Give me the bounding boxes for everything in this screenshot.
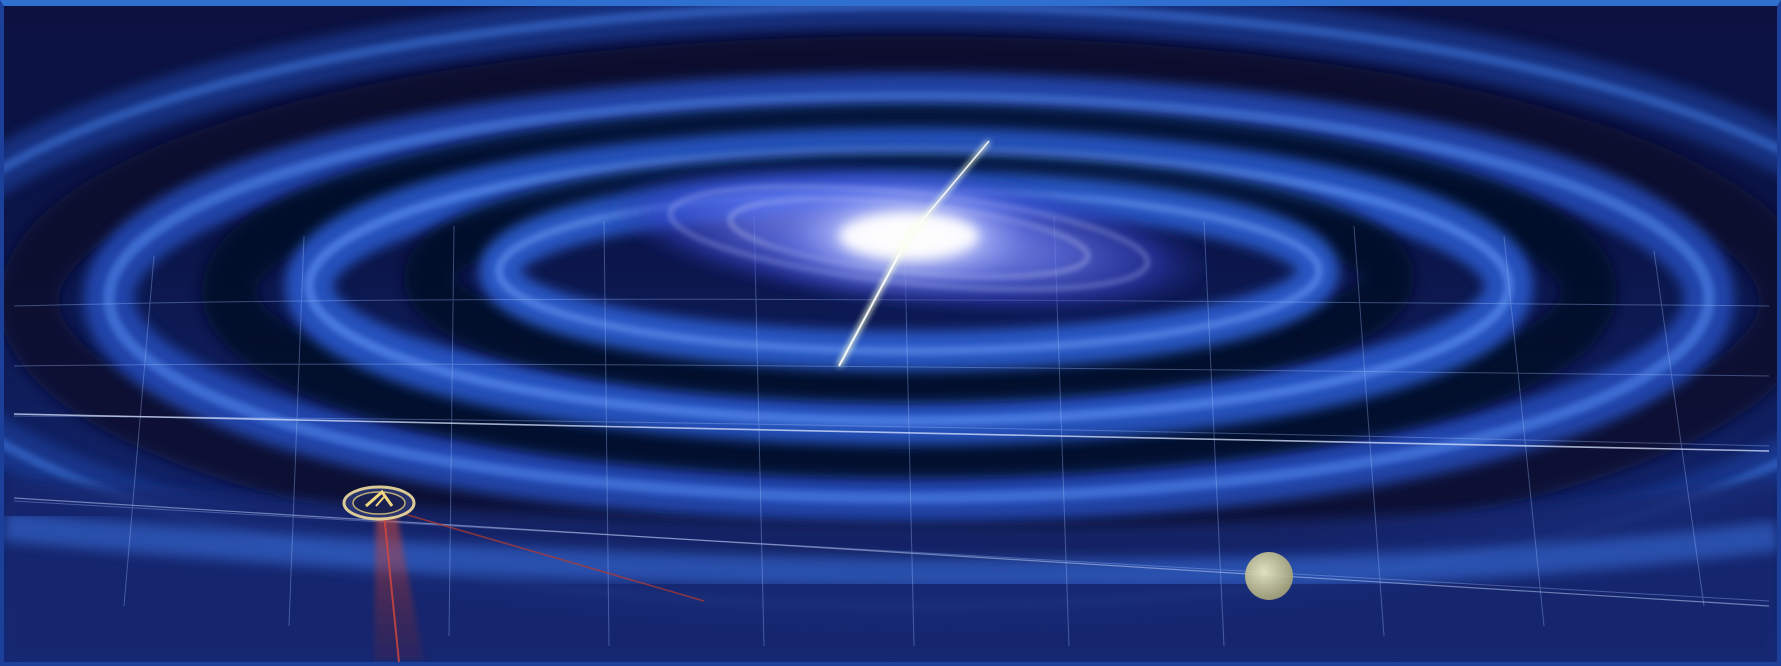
gravitational-wave-scene	[4, 6, 1777, 662]
detector-satellite	[342, 485, 416, 521]
laser-beam	[374, 510, 705, 662]
small-planet	[1245, 552, 1293, 600]
horizon-line	[13, 413, 1770, 452]
foreground-line	[13, 497, 1770, 607]
spiral-galaxy	[600, 139, 1218, 368]
spacetime-grid	[13, 215, 1770, 647]
